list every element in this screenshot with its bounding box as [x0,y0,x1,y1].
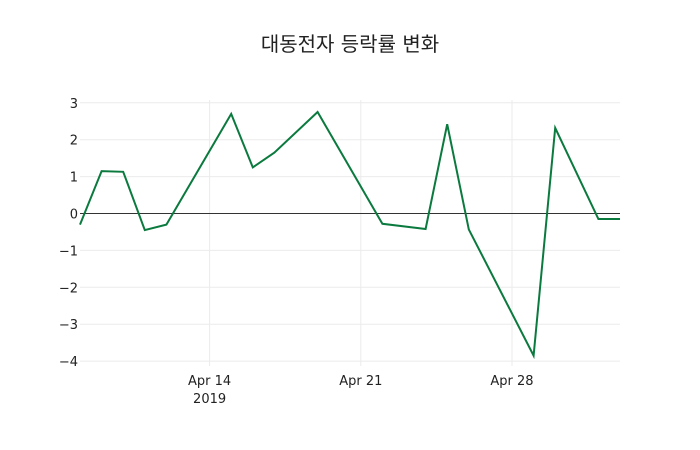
gridlines [80,100,620,366]
y-axis: 3 2 1 0 −1 −2 −3 −4 [59,97,78,370]
x-tick-label: Apr 21 [339,374,382,389]
chart-title: 대동전자 등락률 변화 [260,32,440,56]
y-tick-label: −2 [59,281,78,296]
series-line [79,110,620,360]
x-tick-year-label: 2019 [193,392,226,407]
y-tick-label: −1 [59,244,78,259]
y-tick-label: 1 [70,171,78,186]
y-tick-label: −3 [59,318,78,333]
y-tick-label: 0 [70,208,78,223]
x-tick-label: Apr 14 [188,374,231,389]
x-axis: Apr 14 2019 Apr 21 Apr 28 [188,374,534,407]
y-tick-label: −4 [59,355,78,370]
y-tick-label: 3 [70,97,78,112]
y-tick-label: 2 [70,134,78,149]
x-tick-label: Apr 28 [490,374,533,389]
